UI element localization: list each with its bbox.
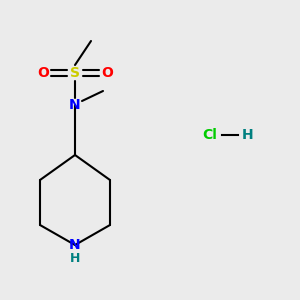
Text: O: O: [101, 66, 113, 80]
Text: H: H: [242, 128, 254, 142]
Text: O: O: [37, 66, 49, 80]
Text: Cl: Cl: [202, 128, 217, 142]
Text: N: N: [69, 238, 81, 252]
Text: S: S: [70, 66, 80, 80]
Text: H: H: [70, 253, 80, 266]
Text: N: N: [69, 98, 81, 112]
